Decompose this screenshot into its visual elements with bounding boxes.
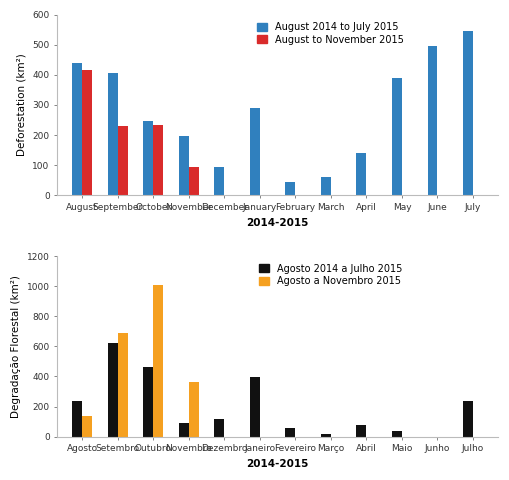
Bar <box>392 78 402 195</box>
Bar <box>144 120 153 195</box>
Bar <box>286 182 295 195</box>
Bar <box>428 46 438 195</box>
Bar <box>214 167 224 195</box>
Bar <box>179 423 189 437</box>
Bar <box>82 71 92 195</box>
Bar <box>356 425 366 437</box>
X-axis label: 2014-2015: 2014-2015 <box>246 217 309 228</box>
Bar <box>118 126 128 195</box>
Bar <box>118 333 128 437</box>
Bar <box>189 383 199 437</box>
Bar <box>179 136 189 195</box>
Bar <box>153 125 163 195</box>
Bar <box>463 400 473 437</box>
Bar <box>108 343 118 437</box>
Bar <box>108 73 118 195</box>
Bar <box>250 108 260 195</box>
Bar <box>250 377 260 437</box>
Bar <box>144 367 153 437</box>
Legend: Agosto 2014 a Julho 2015, Agosto a Novembro 2015: Agosto 2014 a Julho 2015, Agosto a Novem… <box>256 261 405 289</box>
Bar <box>82 416 92 437</box>
X-axis label: 2014-2015: 2014-2015 <box>246 459 309 469</box>
Bar <box>153 286 163 437</box>
Bar <box>72 401 82 437</box>
Bar <box>392 431 402 437</box>
Bar <box>321 434 331 437</box>
Legend: August 2014 to July 2015, August to November 2015: August 2014 to July 2015, August to Nove… <box>254 20 407 48</box>
Bar <box>463 31 473 195</box>
Bar <box>286 429 295 437</box>
Y-axis label: Degradação Florestal (km²): Degradação Florestal (km²) <box>11 275 21 418</box>
Y-axis label: Deforestation (km²): Deforestation (km²) <box>17 54 27 156</box>
Bar <box>214 420 224 437</box>
Bar <box>321 177 331 195</box>
Bar <box>189 167 199 195</box>
Bar <box>356 153 366 195</box>
Bar <box>72 63 82 195</box>
